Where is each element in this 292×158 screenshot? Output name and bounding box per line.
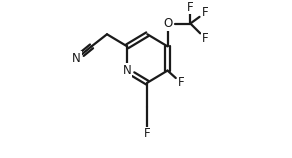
- Text: O: O: [163, 17, 172, 30]
- Text: F: F: [202, 6, 208, 19]
- Text: F: F: [202, 32, 208, 45]
- Text: N: N: [72, 52, 81, 65]
- Text: F: F: [178, 76, 184, 89]
- Text: F: F: [187, 1, 194, 14]
- Text: N: N: [123, 64, 131, 77]
- Text: F: F: [144, 127, 151, 140]
